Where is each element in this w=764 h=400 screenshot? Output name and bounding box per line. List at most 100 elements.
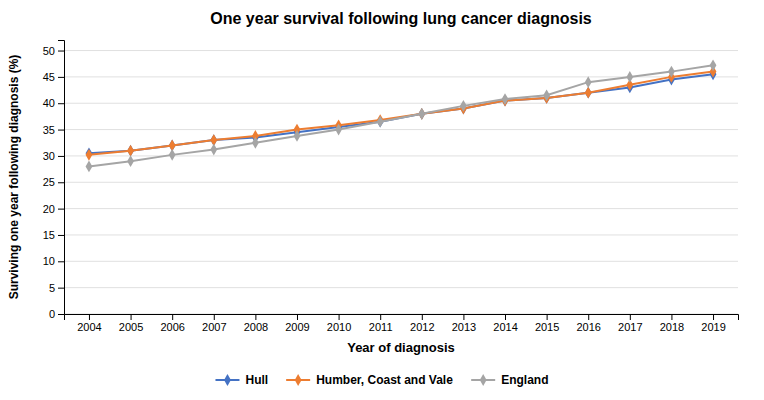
x-tick-mark <box>339 314 340 320</box>
y-tick-label: 5 <box>49 282 55 294</box>
grid-line <box>64 208 738 209</box>
y-tick-label: 20 <box>43 203 55 215</box>
x-axis: 2004200520062007200820092010201120122013… <box>65 314 739 333</box>
y-tick-label: 45 <box>43 71 55 83</box>
x-tick-label: 2019 <box>701 321 725 333</box>
x-tick-label: 2010 <box>327 321 351 333</box>
grid-line <box>64 50 738 51</box>
x-tick-label: 2015 <box>535 321 559 333</box>
legend-marker <box>480 374 487 386</box>
x-tick: 2006 <box>160 314 184 333</box>
x-tick-label: 2008 <box>244 321 268 333</box>
y-tick: 10 <box>43 255 64 267</box>
y-tick-mark <box>58 130 64 131</box>
x-tick-mark <box>297 314 298 320</box>
series-marker <box>418 108 425 120</box>
legend-label: Humber, Coast and Vale <box>316 373 453 387</box>
x-tick-mark <box>131 314 132 320</box>
y-tick-mark <box>58 288 64 289</box>
series <box>86 66 717 161</box>
series-marker <box>585 76 592 88</box>
x-tick: 2014 <box>493 314 517 333</box>
x-tick: 2015 <box>535 314 559 333</box>
grid-line <box>64 182 738 183</box>
x-tick-mark <box>463 314 464 320</box>
legend-label: Hull <box>245 373 268 387</box>
y-tick-label: 25 <box>43 176 55 188</box>
legend-item: England <box>471 373 548 387</box>
y-tick-mark <box>58 103 64 104</box>
legend-marker <box>295 374 302 386</box>
x-tick-label: 2018 <box>660 321 684 333</box>
y-tick-mark <box>58 209 64 210</box>
x-tick-mark <box>630 314 631 320</box>
y-tick: 40 <box>43 97 64 109</box>
y-tick-mark <box>58 235 64 236</box>
x-tick: 2019 <box>701 314 725 333</box>
x-tick: 2011 <box>369 314 393 333</box>
x-tick-mark <box>713 314 714 320</box>
y-tick: 30 <box>43 150 64 162</box>
y-tick-mark <box>58 182 64 183</box>
x-tick: 2018 <box>660 314 684 333</box>
legend: Hull Humber, Coast and Vale England <box>215 373 548 387</box>
x-tick-label: 2014 <box>493 321 517 333</box>
x-tick-mark <box>588 314 589 320</box>
series-marker <box>335 124 342 136</box>
grid-line <box>64 103 738 104</box>
legend-item: Hull <box>215 373 268 387</box>
series-marker <box>86 161 93 173</box>
x-tick: 2012 <box>410 314 434 333</box>
series-marker <box>377 116 384 128</box>
x-tick-label: 2011 <box>369 321 393 333</box>
series-marker <box>585 87 592 99</box>
series-marker <box>543 89 550 101</box>
grid-line <box>64 261 738 262</box>
series-line <box>89 72 713 155</box>
legend-item: Humber, Coast and Vale <box>286 373 453 387</box>
y-tick-label: 10 <box>43 255 55 267</box>
grid-line <box>64 129 738 130</box>
chart: 2004200520062007200820092010201120122013… <box>0 0 764 400</box>
series-marker <box>668 66 675 78</box>
x-tick-label: 2007 <box>202 321 226 333</box>
x-tick-mark <box>172 314 173 320</box>
y-tick-mark <box>58 261 64 262</box>
x-tick-label: 2013 <box>452 321 476 333</box>
y-tick-label: 50 <box>43 45 55 57</box>
series-marker <box>460 100 467 112</box>
y-tick: 20 <box>43 203 64 215</box>
x-tick-label: 2016 <box>576 321 600 333</box>
x-tick: 2016 <box>576 314 600 333</box>
series-marker <box>127 145 134 157</box>
y-tick: 25 <box>43 176 64 188</box>
series-marker <box>418 108 425 120</box>
title: One year survival following lung cancer … <box>210 10 592 27</box>
x-tick: 2004 <box>77 314 101 333</box>
y-tick-mark <box>58 77 64 78</box>
x-tick-label: 2017 <box>618 321 642 333</box>
x-tick: 2005 <box>119 314 143 333</box>
x-tick-mark <box>547 314 548 320</box>
series-line <box>89 65 713 166</box>
x-tick-label: 2004 <box>77 321 101 333</box>
x-tick-mark <box>380 314 381 320</box>
y-tick-mark <box>58 156 64 157</box>
y-axis: 0 5 10 15 20 25 30 35 40 45 50 <box>43 41 65 321</box>
y-tick-label: 35 <box>43 124 55 136</box>
x-tick: 2007 <box>202 314 226 333</box>
x-tick: 2010 <box>327 314 351 333</box>
x-tick-label: 2006 <box>160 321 184 333</box>
grid-line <box>64 234 738 235</box>
y-tick: 15 <box>43 229 64 241</box>
series-marker <box>86 149 93 161</box>
series-marker <box>585 87 592 99</box>
y-tick: 0 <box>49 308 64 320</box>
y-tick-mark <box>58 51 64 52</box>
x-tick-mark <box>255 314 256 320</box>
x-tick-mark <box>89 314 90 320</box>
series-marker <box>210 144 217 156</box>
series-marker <box>418 108 425 120</box>
x-tick-mark <box>505 314 506 320</box>
series-marker <box>127 155 134 167</box>
